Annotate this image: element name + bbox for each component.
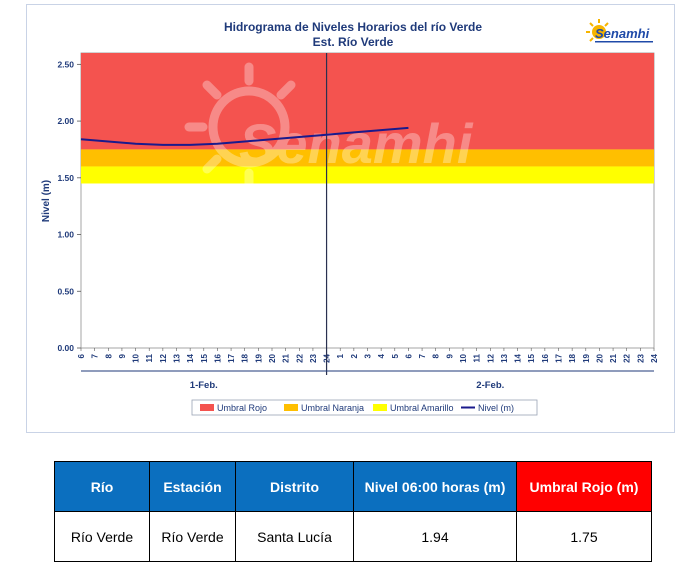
x-tick-label: 5 xyxy=(391,353,400,358)
x-tick-label: 18 xyxy=(241,353,250,362)
x-tick-label: 13 xyxy=(500,353,509,362)
legend-label-2: Umbral Amarillo xyxy=(390,403,454,413)
x-tick-label: 21 xyxy=(282,353,291,362)
legend-label-3: Nivel (m) xyxy=(478,403,514,413)
x-tick-label: 4 xyxy=(377,353,386,358)
chart-title: Hidrograma de Niveles Horarios del río V… xyxy=(224,20,482,34)
x-tick-label: 1 xyxy=(336,353,345,358)
x-tick-label: 14 xyxy=(514,353,523,362)
x-tick-label: 8 xyxy=(104,353,113,358)
y-tick-label: 0.50 xyxy=(57,286,74,296)
legend-swatch-0 xyxy=(200,404,214,411)
threshold-band-0 xyxy=(81,53,654,150)
x-tick-label: 7 xyxy=(91,353,100,358)
x-tick-label: 19 xyxy=(582,353,591,362)
watermark-text: Senamhi xyxy=(239,112,474,175)
senamhi-watermark: Senamhi xyxy=(184,62,474,192)
header-rio: Río xyxy=(54,461,150,512)
x-tick-label: 16 xyxy=(213,353,222,362)
x-tick-label: 3 xyxy=(364,353,373,358)
y-tick-label: 2.50 xyxy=(57,59,74,69)
x-tick-label: 12 xyxy=(159,353,168,362)
x-tick-label: 11 xyxy=(145,353,154,362)
table-row: Río Verde Río Verde Santa Lucía 1.94 1.7… xyxy=(54,511,652,562)
cell-nivel: 1.94 xyxy=(353,511,517,562)
x-tick-label: 17 xyxy=(227,353,236,362)
y-tick-label: 0.00 xyxy=(57,343,74,353)
legend-swatch-2 xyxy=(373,404,387,411)
header-nivel: Nivel 06:00 horas (m) xyxy=(353,461,517,512)
x-tick-label: 20 xyxy=(268,353,277,362)
header-distrito: Distrito xyxy=(235,461,354,512)
x-tick-label: 24 xyxy=(650,353,659,362)
x-tick-label: 16 xyxy=(541,353,550,362)
hydrograph-panel: Hidrograma de Niveles Horarios del río V… xyxy=(26,4,675,433)
x-tick-label: 11 xyxy=(473,353,482,362)
legend-label-1: Umbral Naranja xyxy=(301,403,364,413)
senamhi-logo: Senamhi xyxy=(586,19,653,43)
x-tick-label: 10 xyxy=(459,353,468,362)
y-axis-label: Nivel (m) xyxy=(41,180,52,222)
cell-distrito: Santa Lucía xyxy=(235,511,354,562)
day-label-1: 2-Feb. xyxy=(476,380,504,391)
x-tick-label: 2 xyxy=(350,353,359,358)
x-tick-label: 17 xyxy=(555,353,564,362)
x-tick-label: 14 xyxy=(186,353,195,362)
x-tick-label: 12 xyxy=(486,353,495,362)
threshold-band-2 xyxy=(81,166,654,184)
x-tick-label: 8 xyxy=(432,353,441,358)
x-tick-label: 23 xyxy=(636,353,645,362)
logo-text: Senamhi xyxy=(595,26,650,41)
sun-logo-icon xyxy=(586,19,609,42)
legend-label-0: Umbral Rojo xyxy=(217,403,267,413)
x-tick-label: 23 xyxy=(309,353,318,362)
threshold-band-1 xyxy=(81,149,654,167)
x-tick-label: 19 xyxy=(254,353,263,362)
x-tick-label: 9 xyxy=(118,353,127,358)
header-umbral-rojo: Umbral Rojo (m) xyxy=(516,461,652,512)
cell-estacion: Río Verde xyxy=(149,511,236,562)
y-tick-label: 2.00 xyxy=(57,116,74,126)
x-tick-label: 6 xyxy=(77,353,86,358)
x-tick-label: 6 xyxy=(404,353,413,358)
y-axis: 0.00 0.50 1.00 1.50 2.00 2.50 xyxy=(57,59,81,353)
x-tick-label: 22 xyxy=(623,353,632,362)
legend-swatch-1 xyxy=(284,404,298,411)
x-tick-label: 18 xyxy=(568,353,577,362)
station-info-table: Río Estación Distrito Nivel 06:00 horas … xyxy=(54,461,652,562)
x-tick-label: 22 xyxy=(295,353,304,362)
x-tick-label: 10 xyxy=(132,353,141,362)
x-tick-label: 15 xyxy=(200,353,209,362)
header-estacion: Estación xyxy=(149,461,236,512)
day-labels: 1-Feb. 2-Feb. xyxy=(190,380,504,391)
day-label-0: 1-Feb. xyxy=(190,380,218,391)
legend-box xyxy=(191,399,538,416)
y-tick-label: 1.00 xyxy=(57,230,74,240)
x-tick-label: 20 xyxy=(595,353,604,362)
chart-subtitle: Est. Río Verde xyxy=(313,35,394,49)
watermark-sun-icon xyxy=(184,62,296,192)
hydrograph-chart: Hidrograma de Niveles Horarios del río V… xyxy=(41,19,659,416)
table-header-row: Río Estación Distrito Nivel 06:00 horas … xyxy=(54,461,652,512)
x-axis: 6789101112131415161718192021222324123456… xyxy=(77,348,659,363)
chart-legend: Umbral Rojo Umbral Naranja Umbral Amarillo… xyxy=(191,399,538,416)
x-tick-label: 9 xyxy=(445,353,454,358)
x-tick-label: 15 xyxy=(527,353,536,362)
cell-rio: Río Verde xyxy=(54,511,150,562)
x-tick-label: 13 xyxy=(173,353,182,362)
threshold-bands xyxy=(81,53,654,184)
series-line-nivel xyxy=(80,126,409,146)
cell-umbral-rojo: 1.75 xyxy=(516,511,652,562)
y-tick-label: 1.50 xyxy=(57,173,74,183)
x-tick-label: 21 xyxy=(609,353,618,362)
x-tick-label: 7 xyxy=(418,353,427,358)
